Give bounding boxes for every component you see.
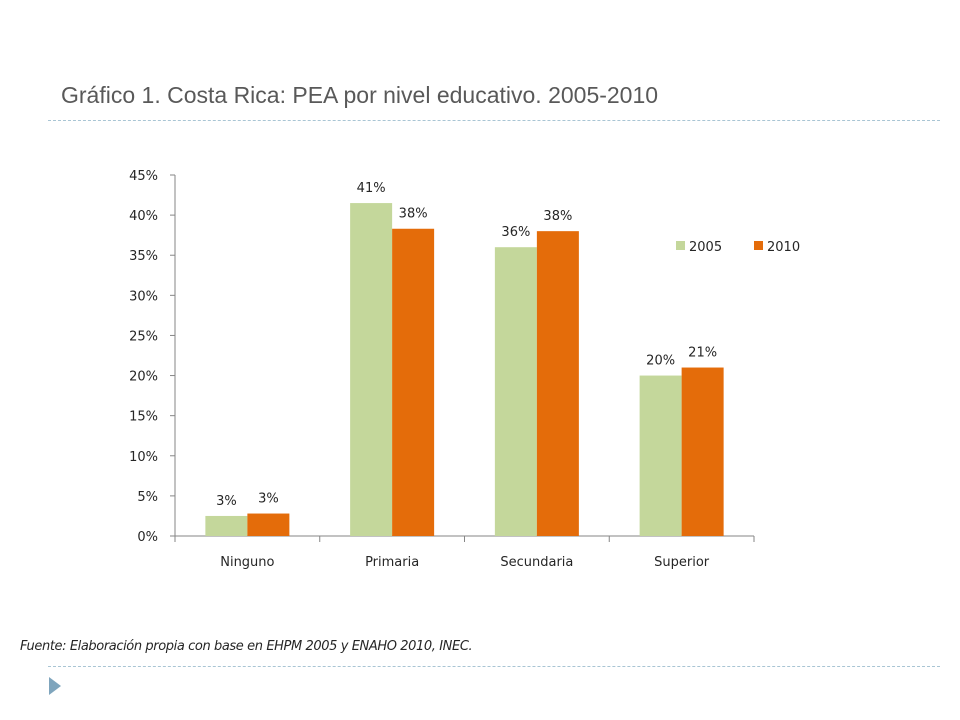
data-label: 41% bbox=[357, 181, 386, 196]
y-tick-label: 0% bbox=[137, 530, 158, 545]
source-prefix: Fuente: Elaboración propia con base en bbox=[20, 639, 267, 654]
y-tick-label: 5% bbox=[137, 490, 158, 505]
bar-2010-primaria bbox=[392, 228, 435, 536]
y-tick-label: 15% bbox=[129, 410, 158, 425]
data-label: 21% bbox=[688, 346, 717, 361]
bar-2010-superior bbox=[681, 367, 724, 536]
x-tick-label: Superior bbox=[654, 555, 710, 570]
bar-2005-primaria bbox=[350, 203, 393, 537]
bottom-divider bbox=[48, 666, 940, 667]
legend-swatch-2010 bbox=[754, 241, 763, 250]
data-label: 3% bbox=[216, 494, 237, 509]
triangle-bullet-icon bbox=[49, 677, 61, 695]
legend-label: 2010 bbox=[767, 240, 800, 255]
bar-2010-ninguno bbox=[247, 513, 290, 536]
source-references: EHPM 2005 y ENAHO 2010, INEC. bbox=[266, 639, 473, 654]
bar-2005-ninguno bbox=[205, 515, 248, 536]
data-label: 20% bbox=[646, 354, 675, 369]
source-note: Fuente: Elaboración propia con base en E… bbox=[20, 639, 473, 654]
page-title: Gráfico 1. Costa Rica: PEA por nivel edu… bbox=[61, 82, 659, 108]
y-tick-label: 25% bbox=[129, 329, 158, 344]
top-divider bbox=[48, 120, 940, 121]
bar-2010-secundaria bbox=[536, 231, 579, 536]
bar-2005-superior bbox=[639, 375, 682, 536]
bar-2005-secundaria bbox=[494, 247, 537, 536]
y-tick-label: 35% bbox=[129, 249, 158, 264]
data-label: 38% bbox=[399, 207, 428, 222]
y-tick-label: 45% bbox=[129, 169, 158, 184]
x-tick-label: Primaria bbox=[365, 555, 419, 570]
y-tick-label: 10% bbox=[129, 450, 158, 465]
legend-swatch-2005 bbox=[676, 241, 685, 250]
y-tick-label: 30% bbox=[129, 289, 158, 304]
data-label: 3% bbox=[258, 492, 279, 507]
data-label: 36% bbox=[501, 225, 530, 240]
y-tick-label: 20% bbox=[129, 370, 158, 385]
y-tick-label: 40% bbox=[129, 209, 158, 224]
legend-label: 2005 bbox=[689, 240, 722, 255]
data-label: 38% bbox=[543, 209, 572, 224]
x-tick-label: Secundaria bbox=[500, 555, 573, 570]
x-tick-label: Ninguno bbox=[220, 555, 274, 570]
